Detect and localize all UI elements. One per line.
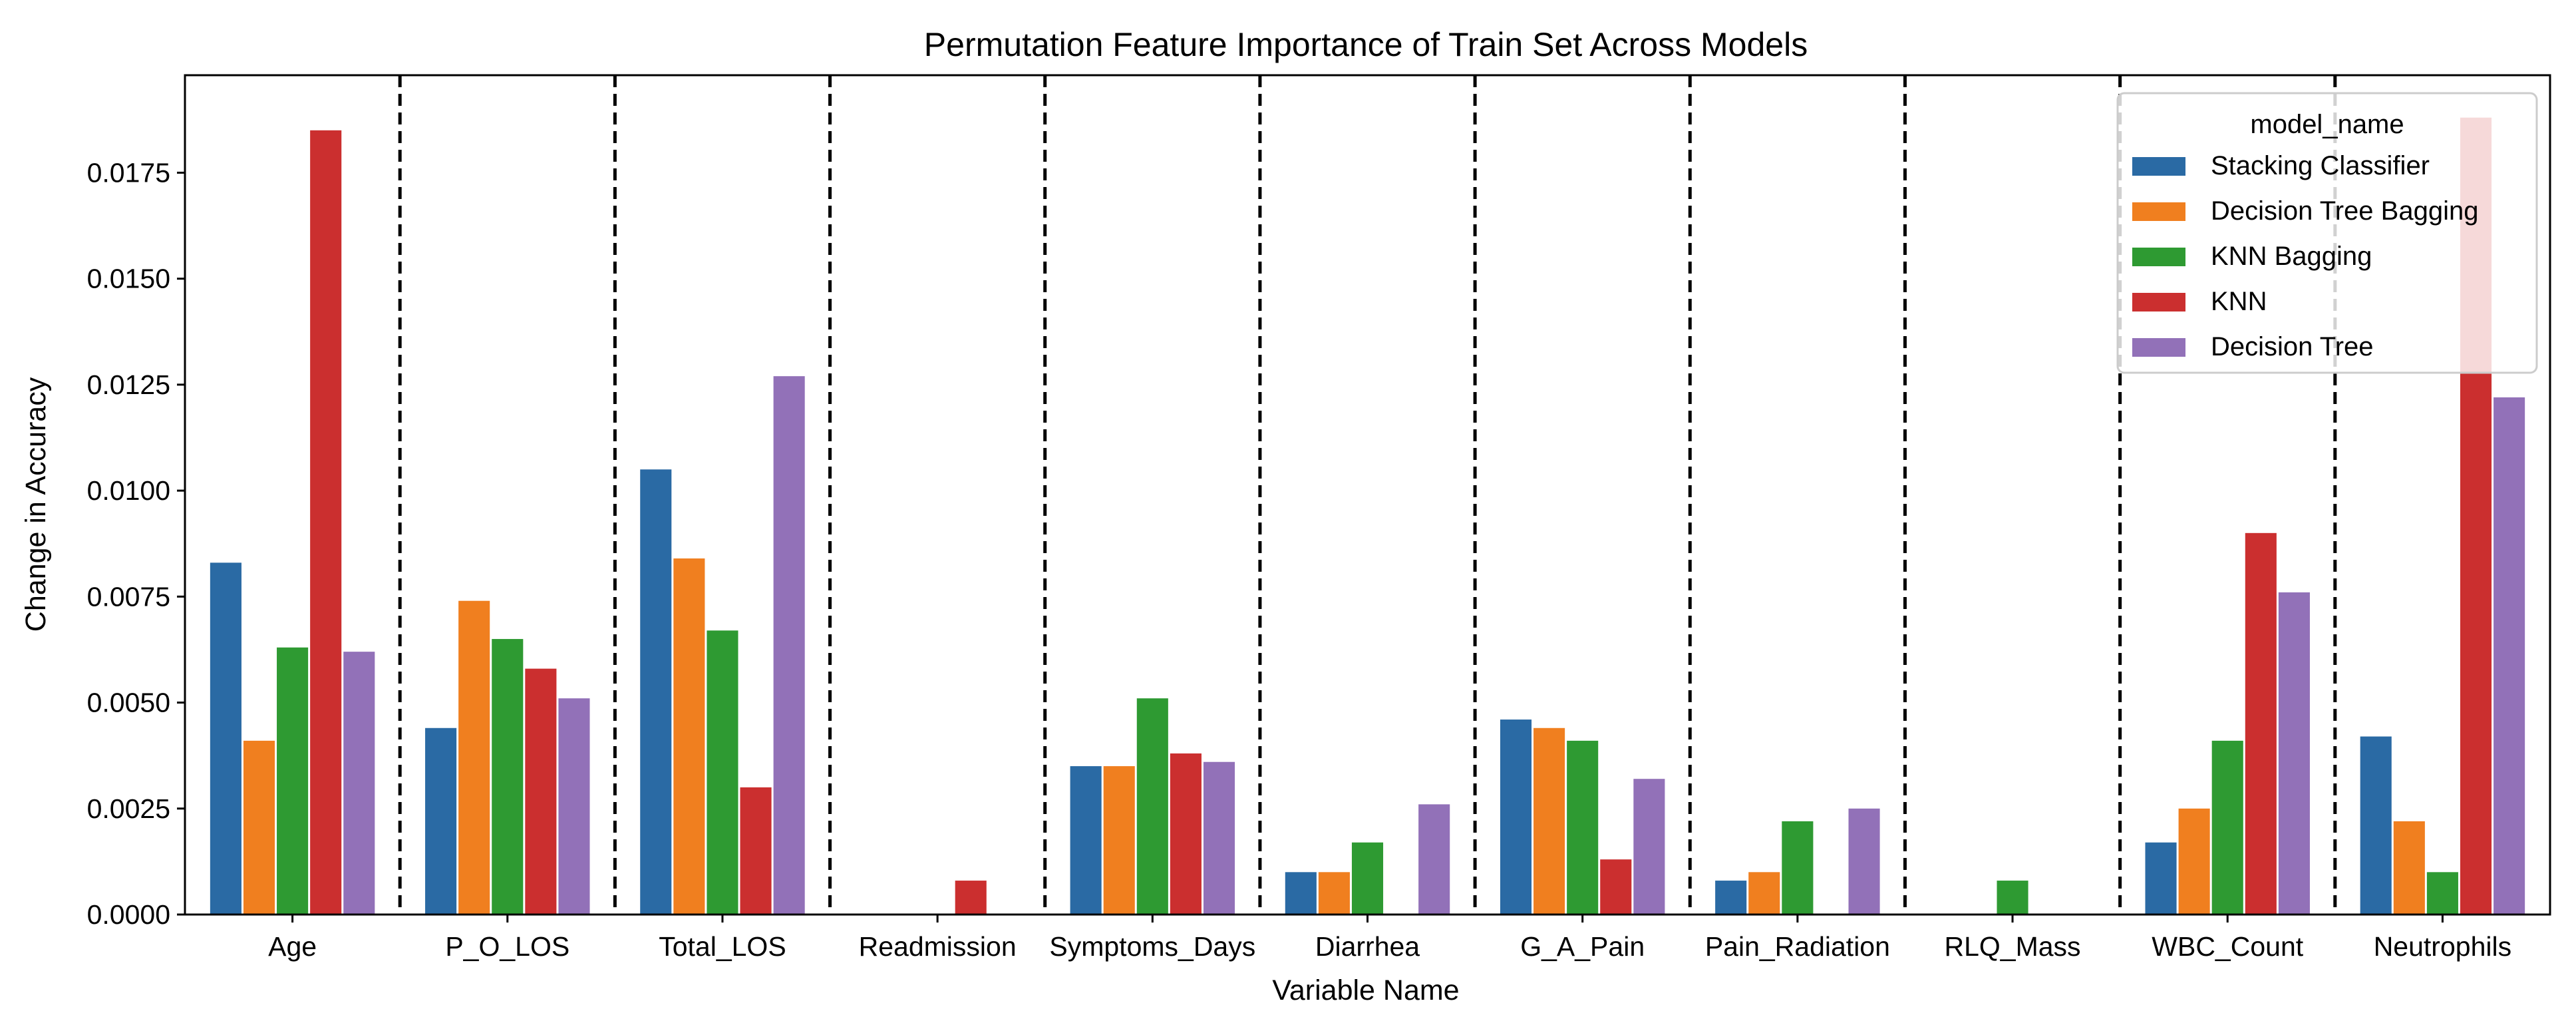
bar-knn-symptoms-days — [1170, 753, 1202, 915]
legend-title: model_name — [2250, 110, 2404, 139]
legend-swatch — [2132, 293, 2185, 311]
y-tick-label: 0.0025 — [87, 793, 170, 824]
legend-entry-label: Decision Tree Bagging — [2211, 196, 2478, 226]
bar-knn-g-a-pain — [1600, 859, 1632, 915]
y-tick-label: 0.0125 — [87, 369, 170, 400]
legend-entry-label: Stacking Classifier — [2211, 151, 2430, 180]
x-tick-label: Neutrophils — [2374, 931, 2511, 962]
bar-knn-p-o-los — [525, 668, 557, 915]
bar-decision-tree-wbc-count — [2278, 592, 2310, 915]
x-tick-label: Readmission — [859, 931, 1017, 962]
legend-entry-label: Decision Tree — [2211, 332, 2374, 361]
legend-box — [2116, 92, 2538, 374]
legend-swatch — [2132, 248, 2185, 266]
x-tick-label: Diarrhea — [1315, 931, 1420, 962]
y-tick-label: 0.0150 — [87, 264, 170, 294]
bar-decision-tree-age — [343, 652, 375, 915]
bar-knn-bagging-diarrhea — [1351, 842, 1384, 915]
x-tick-label: Age — [268, 931, 317, 962]
x-tick-label: Total_LOS — [659, 931, 786, 962]
bar-decision-tree-bagging-p-o-los — [458, 600, 490, 915]
chart-title: Permutation Feature Importance of Train … — [924, 26, 1808, 63]
bar-stacking-classifier-total-los — [640, 469, 672, 915]
bar-decision-tree-neutrophils — [2494, 397, 2525, 915]
bar-stacking-classifier-pain-radiation — [1715, 881, 1747, 915]
x-tick-label: WBC_Count — [2152, 931, 2303, 962]
bar-decision-tree-total-los — [773, 376, 805, 915]
bar-knn-readmission — [955, 881, 987, 915]
bar-stacking-classifier-g-a-pain — [1500, 720, 1532, 915]
bar-knn-total-los — [740, 787, 772, 915]
bar-decision-tree-bagging-age — [243, 740, 275, 915]
bar-knn-bagging-age — [277, 647, 309, 915]
bar-stacking-classifier-wbc-count — [2145, 842, 2177, 915]
bar-decision-tree-bagging-total-los — [673, 558, 705, 915]
legend-swatch — [2132, 202, 2185, 221]
bar-stacking-classifier-neutrophils — [2360, 736, 2392, 915]
y-axis-label: Change in Accuracy — [20, 377, 52, 632]
y-tick-label: 0.0175 — [87, 157, 170, 188]
legend-swatch — [2132, 157, 2185, 176]
bar-decision-tree-bagging-g-a-pain — [1533, 727, 1565, 915]
bar-decision-tree-g-a-pain — [1633, 779, 1665, 915]
y-axis-ticks: 0.0000 0.0025 0.0050 0.0075 0.0100 0.0125 0.01… — [87, 157, 185, 930]
bar-decision-tree-symptoms-days — [1203, 761, 1235, 915]
bar-decision-tree-p-o-los — [558, 698, 590, 915]
bar-knn-bagging-symptoms-days — [1136, 698, 1168, 915]
x-tick-label: G_A_Pain — [1520, 931, 1645, 962]
y-tick-label: 0.0050 — [87, 688, 170, 718]
bar-stacking-classifier-symptoms-days — [1070, 766, 1102, 915]
bar-knn-wbc-count — [2245, 532, 2277, 915]
x-axis-ticks: Age P_O_LOS Total_LOS Readmission Symptoms_D… — [268, 915, 2511, 962]
bar-knn-age — [310, 130, 342, 915]
y-tick-label: 0.0000 — [87, 899, 170, 930]
bar-decision-tree-bagging-diarrhea — [1318, 872, 1350, 915]
legend: model_name Stacking Classifier Decision Tr… — [2116, 92, 2538, 374]
bar-knn-bagging-wbc-count — [2211, 740, 2243, 915]
x-axis-label: Variable Name — [1272, 974, 1459, 1006]
legend-entry-label: KNN — [2211, 287, 2267, 316]
bar-knn-bagging-g-a-pain — [1567, 740, 1599, 915]
bar-decision-tree-diarrhea — [1418, 804, 1450, 915]
bar-knn-bagging-total-los — [707, 630, 738, 915]
legend-entry-label: KNN Bagging — [2211, 242, 2372, 271]
bar-stacking-classifier-diarrhea — [1285, 872, 1317, 915]
x-tick-label: P_O_LOS — [445, 931, 569, 962]
x-tick-label: RLQ_Mass — [1945, 931, 2081, 962]
y-tick-label: 0.0100 — [87, 475, 170, 506]
bar-knn-bagging-rlq-mass — [1997, 881, 2028, 915]
bar-knn-bagging-pain-radiation — [1782, 821, 1814, 915]
x-tick-label: Pain_Radiation — [1705, 931, 1890, 962]
bar-decision-tree-bagging-wbc-count — [2178, 808, 2210, 915]
bar-decision-tree-pain-radiation — [1848, 808, 1880, 915]
legend-swatch — [2132, 338, 2185, 357]
y-tick-label: 0.0075 — [87, 581, 170, 612]
bar-decision-tree-bagging-pain-radiation — [1748, 872, 1780, 915]
bar-stacking-classifier-age — [210, 562, 242, 915]
bar-decision-tree-bagging-symptoms-days — [1103, 766, 1135, 915]
bar-knn-bagging-p-o-los — [492, 639, 524, 915]
x-tick-label: Symptoms_Days — [1049, 931, 1255, 962]
bar-decision-tree-bagging-neutrophils — [2393, 821, 2425, 915]
plot-frame — [184, 74, 2551, 916]
bar-knn-bagging-neutrophils — [2426, 872, 2458, 915]
bar-stacking-classifier-p-o-los — [425, 727, 457, 915]
